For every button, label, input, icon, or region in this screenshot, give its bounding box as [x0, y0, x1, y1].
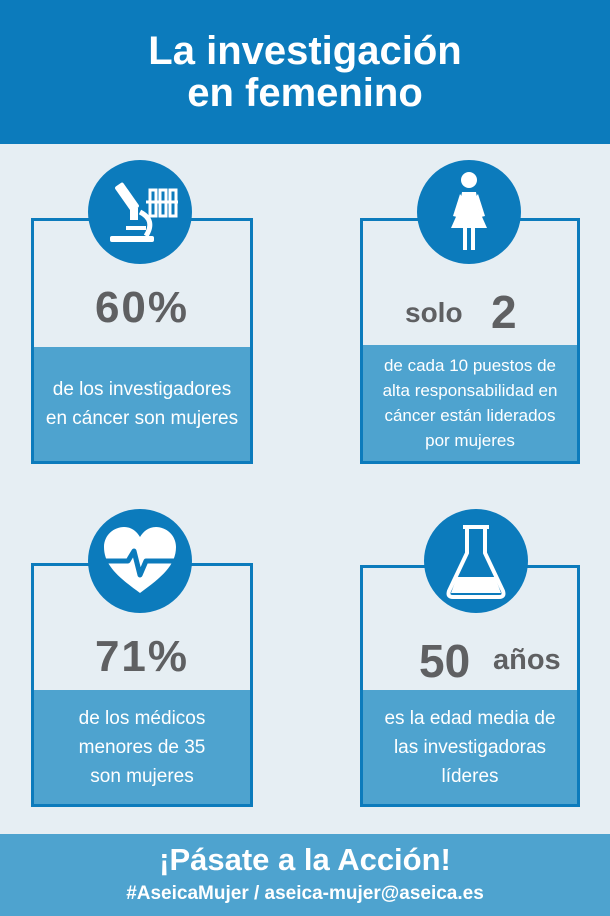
stat-desc-line: menores de 35	[78, 736, 206, 758]
stat-desc-line: las investigadoras	[393, 736, 547, 758]
stat-value-researchers: 60%	[94, 283, 190, 332]
stat-desc-age: es la edad media de las investigadoras l…	[363, 690, 577, 804]
flask-icon	[424, 509, 528, 613]
stat-desc-doctors: de los médicos menores de 35 son mujeres	[34, 690, 250, 804]
stat-desc-line: son mujeres	[90, 765, 194, 787]
footer-banner: ¡Pásate a la Acción! #AseicaMujer / asei…	[0, 834, 610, 916]
stat-desc-line: en cáncer son mujeres	[45, 408, 239, 429]
stat-value-age: 50	[419, 635, 471, 687]
stat-desc-line: por mujeres	[425, 431, 515, 450]
stat-prefix-leadership: solo	[405, 297, 463, 328]
stat-value-doctors: 71%	[94, 632, 190, 681]
stat-desc-line: es la edad media de	[384, 707, 556, 729]
stat-desc-line: alta responsabilidad en	[382, 381, 558, 400]
stat-desc-line: de los médicos	[78, 707, 206, 729]
header-banner: La investigación en femenino	[0, 0, 610, 144]
microscope-icon	[88, 160, 192, 264]
stat-desc-line: líderes	[441, 765, 499, 787]
stat-desc-line: cáncer están liderados	[384, 406, 556, 425]
heartbeat-icon	[88, 509, 192, 613]
contact-info: #AseicaMujer / aseica-mujer@aseica.es	[126, 883, 484, 904]
stat-card-doctors: 71% de los médicos menores de 35 son muj…	[31, 563, 253, 807]
stat-value-leadership: 2	[491, 286, 517, 338]
woman-icon	[417, 160, 521, 264]
stat-desc-researchers: de los investigadores en cáncer son muje…	[34, 347, 250, 461]
page-title-line2: en femenino	[187, 71, 423, 115]
stat-card-age: 50 años es la edad media de las investig…	[360, 565, 580, 807]
page-title-line1: La investigación	[148, 29, 462, 73]
stat-desc-leadership: de cada 10 puestos de alta responsabilid…	[363, 345, 577, 461]
call-to-action: ¡Pásate a la Acción!	[159, 842, 451, 877]
stat-desc-line: de los investigadores	[52, 379, 232, 400]
stat-desc-line: de cada 10 puestos de	[383, 356, 556, 375]
stat-unit-age: años	[493, 644, 561, 676]
